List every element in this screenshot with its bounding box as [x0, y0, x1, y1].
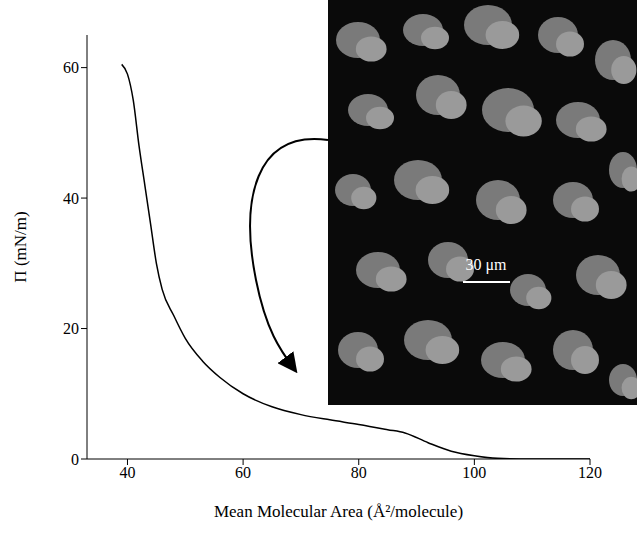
svg-text:40: 40 [119, 464, 135, 481]
svg-text:30 μm: 30 μm [465, 256, 507, 274]
svg-text:80: 80 [351, 464, 367, 481]
svg-text:Π (mN/m): Π (mN/m) [11, 211, 30, 282]
svg-text:Mean Molecular Area (Å²/molecu: Mean Molecular Area (Å²/molecule) [214, 502, 463, 521]
svg-text:60: 60 [63, 59, 79, 76]
svg-text:40: 40 [63, 190, 79, 207]
svg-text:60: 60 [235, 464, 251, 481]
svg-text:20: 20 [63, 320, 79, 337]
svg-text:100: 100 [462, 464, 486, 481]
svg-text:120: 120 [578, 464, 602, 481]
svg-text:0: 0 [71, 451, 79, 468]
